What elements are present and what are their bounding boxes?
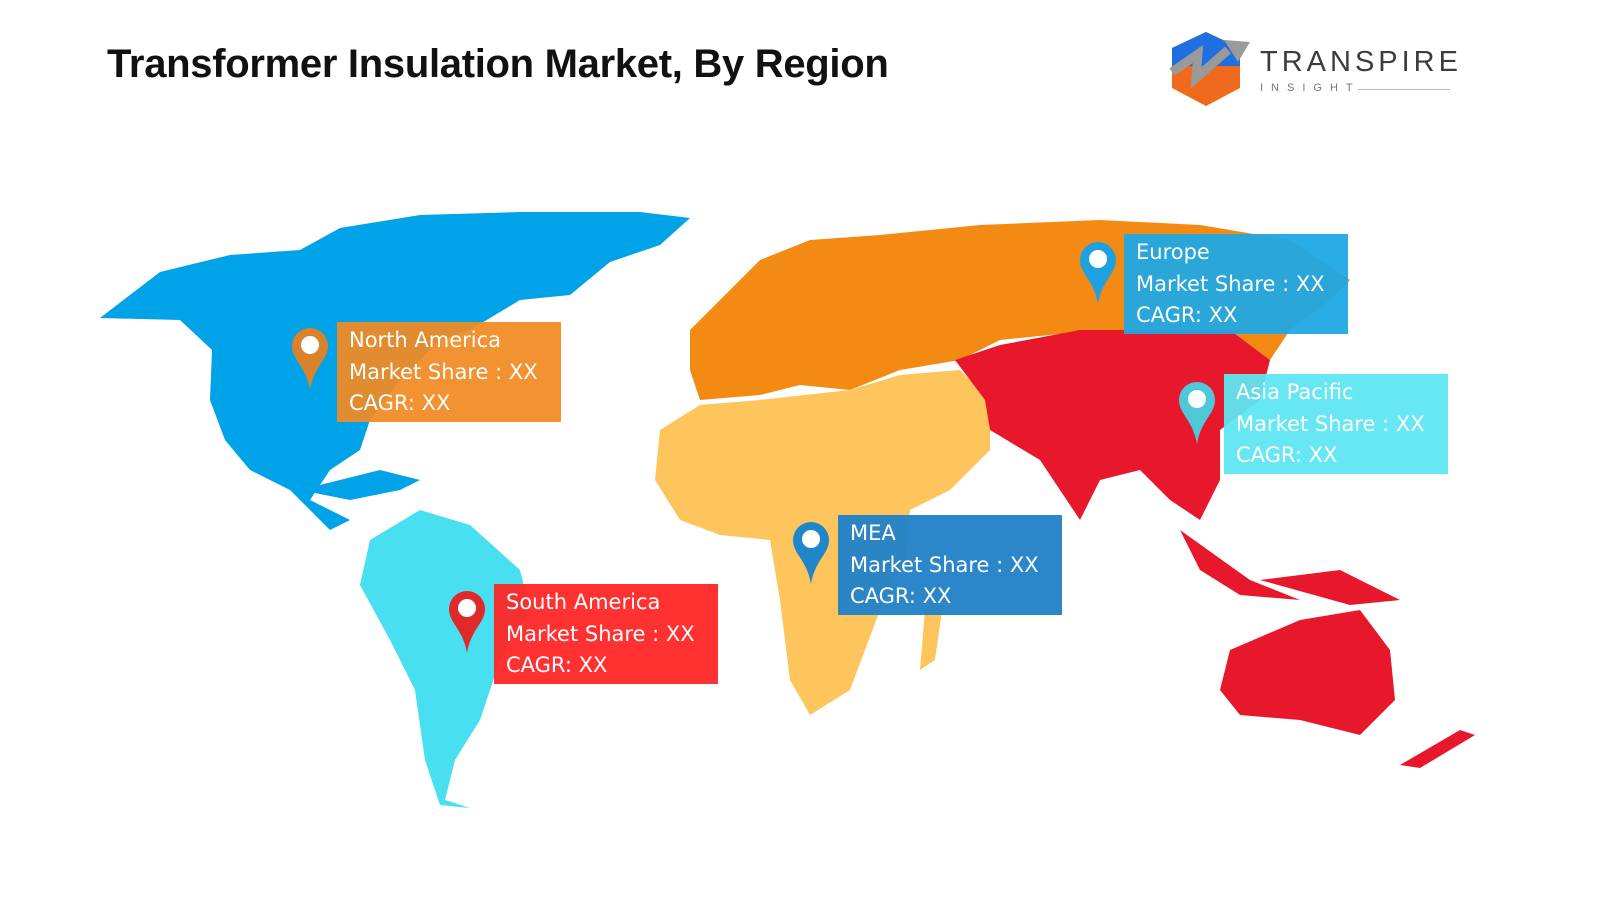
region-name: South America — [506, 590, 661, 614]
market-share: Market Share : XX — [850, 552, 1039, 577]
region-name: North America — [349, 328, 502, 352]
logo-subtitle: INSIGHT — [1260, 82, 1361, 94]
logo-mark-icon — [1169, 32, 1250, 106]
region-callout-asia-pacific: Asia Pacific Market Share : XX CAGR: XX — [1224, 374, 1448, 474]
market-share: Market Share : XX — [506, 621, 695, 646]
logo-divider — [1358, 89, 1450, 90]
map-pin-icon — [1080, 242, 1116, 304]
map-pin-icon — [449, 591, 485, 653]
map-pin-icon — [1179, 382, 1215, 444]
region-callout-mea: MEA Market Share : XX CAGR: XX — [838, 515, 1062, 615]
region-callout-europe: Europe Market Share : XX CAGR: XX — [1124, 234, 1348, 334]
page-title: Transformer Insulation Market, By Region — [107, 42, 889, 86]
cagr: CAGR: XX — [850, 584, 952, 608]
region-callout-south-america: South America Market Share : XX CAGR: XX — [494, 584, 718, 684]
region-name: Asia Pacific — [1236, 380, 1354, 404]
brand-logo: TRANSPIRE INSIGHT — [1168, 30, 1458, 110]
logo-wordmark: TRANSPIRE — [1260, 46, 1462, 78]
region-name: MEA — [850, 521, 896, 545]
region-asia-pacific — [955, 330, 1475, 768]
map-pin-icon — [793, 522, 829, 584]
region-callout-north-america: North America Market Share : XX CAGR: XX — [337, 322, 561, 422]
map-pin-icon — [292, 328, 328, 390]
cagr: CAGR: XX — [349, 391, 451, 415]
cagr: CAGR: XX — [506, 653, 608, 677]
region-name: Europe — [1136, 240, 1210, 264]
cagr: CAGR: XX — [1236, 443, 1338, 467]
market-share: Market Share : XX — [1236, 411, 1425, 436]
region-south-america — [360, 510, 530, 808]
market-share: Market Share : XX — [1136, 271, 1325, 296]
market-share: Market Share : XX — [349, 359, 538, 384]
cagr: CAGR: XX — [1136, 303, 1238, 327]
